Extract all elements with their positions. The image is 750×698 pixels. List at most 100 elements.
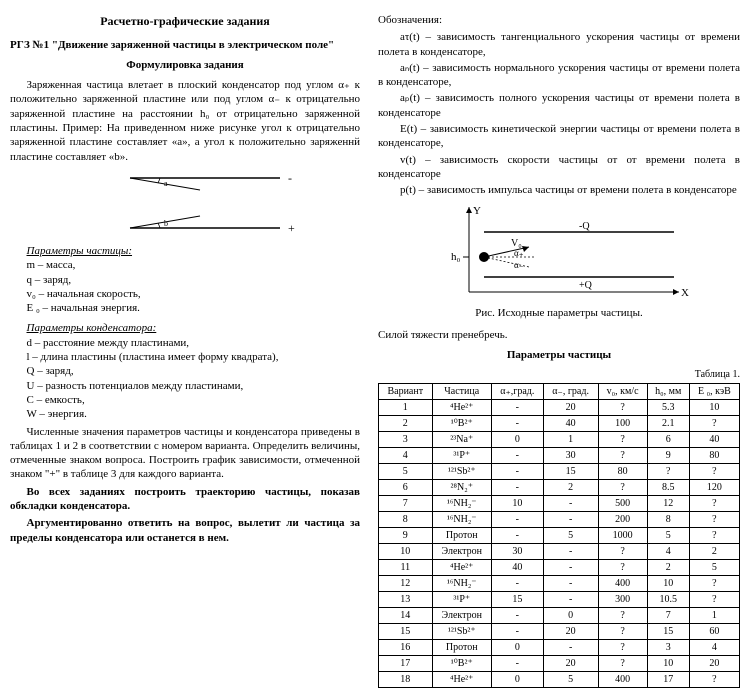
def-5: p(t) – зависимость импульса частицы от в… xyxy=(378,183,740,197)
intro-text: Заряженная частица влетает в плоский кон… xyxy=(10,78,360,164)
table-cell: - xyxy=(543,560,598,576)
table-cell: 2 xyxy=(543,480,598,496)
table-cell: ¹²¹Sb²⁺ xyxy=(432,464,491,480)
table-cell: 15 xyxy=(543,464,598,480)
table-cell: 400 xyxy=(598,672,647,688)
table-cell: 40 xyxy=(543,416,598,432)
svg-text:h₀: h₀ xyxy=(451,251,461,263)
table-cell: 10 xyxy=(491,496,543,512)
task-text-2: Во всех заданиях построить траекторию ча… xyxy=(10,485,360,514)
table-cell: ⁴He²⁺ xyxy=(432,560,491,576)
table-cell: 120 xyxy=(689,480,739,496)
table-cell: ? xyxy=(689,496,739,512)
table-cell: Электрон xyxy=(432,608,491,624)
table-row: 1⁴He²⁺-20?5.310 xyxy=(379,400,740,416)
table-cell: ¹⁰B²⁺ xyxy=(432,416,491,432)
table-cell: ? xyxy=(689,512,739,528)
task-text-3: Аргументированно ответить на вопрос, выл… xyxy=(10,516,360,545)
table-cell: 8 xyxy=(379,512,433,528)
table-cell: 6 xyxy=(647,432,689,448)
table-header: α₊,град. xyxy=(491,384,543,400)
table-cell: 10.5 xyxy=(647,592,689,608)
table-cell: 3 xyxy=(379,432,433,448)
table-cell: - xyxy=(491,480,543,496)
table-cell: 7 xyxy=(647,608,689,624)
table-header: Вариант xyxy=(379,384,433,400)
fig-caption: Рис. Исходные параметры частицы. xyxy=(378,306,740,320)
table-cell: ? xyxy=(598,432,647,448)
table-header: Частица xyxy=(432,384,491,400)
table-row: 17¹⁰B²⁺-20?1020 xyxy=(379,656,740,672)
table-cell: 300 xyxy=(598,592,647,608)
form-title: Формулировка задания xyxy=(10,58,360,72)
svg-text:+: + xyxy=(288,221,295,235)
table-row: 9Протон-510005? xyxy=(379,528,740,544)
table-cell: 18 xyxy=(379,672,433,688)
table-cell: 3 xyxy=(647,640,689,656)
table-cell: 5 xyxy=(543,528,598,544)
table-header: v₀, км/с xyxy=(598,384,647,400)
table-cell: 15 xyxy=(491,592,543,608)
svg-text:X: X xyxy=(681,287,689,299)
table-cell: - xyxy=(543,576,598,592)
table-row: 4³¹P⁺-30?980 xyxy=(379,448,740,464)
table-cell: 10 xyxy=(689,400,739,416)
table-cell: ? xyxy=(598,608,647,624)
table-caption: Таблица 1. xyxy=(378,368,740,381)
table-cell: 15 xyxy=(379,624,433,640)
table-cell: ? xyxy=(598,480,647,496)
def-2: aₚ(t) – зависимость полного ускорения ча… xyxy=(378,91,740,120)
table-cell: 200 xyxy=(598,512,647,528)
table-cell: - xyxy=(491,416,543,432)
gravity-note: Силой тяжести пренебречь. xyxy=(378,328,740,342)
table-cell: 0 xyxy=(543,608,598,624)
svg-text:a: a xyxy=(164,179,168,188)
table-row: 2¹⁰B²⁺-401002.1? xyxy=(379,416,740,432)
table-header: E ₀, кэВ xyxy=(689,384,739,400)
table-cell: ⁴He²⁺ xyxy=(432,672,491,688)
oboz-title: Обозначения: xyxy=(378,13,740,27)
table-cell: ? xyxy=(598,560,647,576)
table-cell: 1 xyxy=(379,400,433,416)
table-cell: 8 xyxy=(647,512,689,528)
table-cell: 10 xyxy=(647,576,689,592)
table-header: α₋, град. xyxy=(543,384,598,400)
param-p-3: E ₀ – начальная энергия. xyxy=(10,301,360,315)
table-cell: 13 xyxy=(379,592,433,608)
table-cell: 4 xyxy=(379,448,433,464)
svg-text:-: - xyxy=(288,171,292,185)
table-cell: 2 xyxy=(647,560,689,576)
svg-text:-Q: -Q xyxy=(579,221,590,232)
table-row: 3²³Na⁺01?640 xyxy=(379,432,740,448)
table-cell: 1000 xyxy=(598,528,647,544)
table-cell: 20 xyxy=(543,656,598,672)
table-cell: 0 xyxy=(491,432,543,448)
table-cell: ³¹P⁺ xyxy=(432,592,491,608)
table-cell: 30 xyxy=(543,448,598,464)
params-particle-title: Параметры частицы: xyxy=(10,244,360,258)
table-cell: 1 xyxy=(689,608,739,624)
table-cell: 6 xyxy=(379,480,433,496)
table-cell: ? xyxy=(598,624,647,640)
table-cell: 30 xyxy=(491,544,543,560)
table-cell: - xyxy=(491,464,543,480)
table-cell: 16 xyxy=(379,640,433,656)
table-cell: ? xyxy=(647,464,689,480)
param-c-0: d – расстояние между пластинами, xyxy=(10,336,360,350)
def-4: v(t) – зависимость скорости частицы от о… xyxy=(378,153,740,182)
angle-sketch: - + a b xyxy=(10,168,360,238)
table-row: 8¹⁶NH₂⁻--2008? xyxy=(379,512,740,528)
param-p-2: v₀ – начальная скорость, xyxy=(10,287,360,301)
svg-text:α₊: α₊ xyxy=(514,248,524,258)
table-cell: 4 xyxy=(689,640,739,656)
params-cond-title: Параметры конденсатора: xyxy=(10,321,360,335)
param-c-4: C – емкость, xyxy=(10,393,360,407)
table-cell: - xyxy=(491,400,543,416)
table-cell: 4 xyxy=(647,544,689,560)
table-cell: 14 xyxy=(379,608,433,624)
table-cell: 0 xyxy=(491,640,543,656)
table-cell: 2 xyxy=(689,544,739,560)
table-cell: 60 xyxy=(689,624,739,640)
table-cell: 5.3 xyxy=(647,400,689,416)
table-cell: ? xyxy=(689,464,739,480)
